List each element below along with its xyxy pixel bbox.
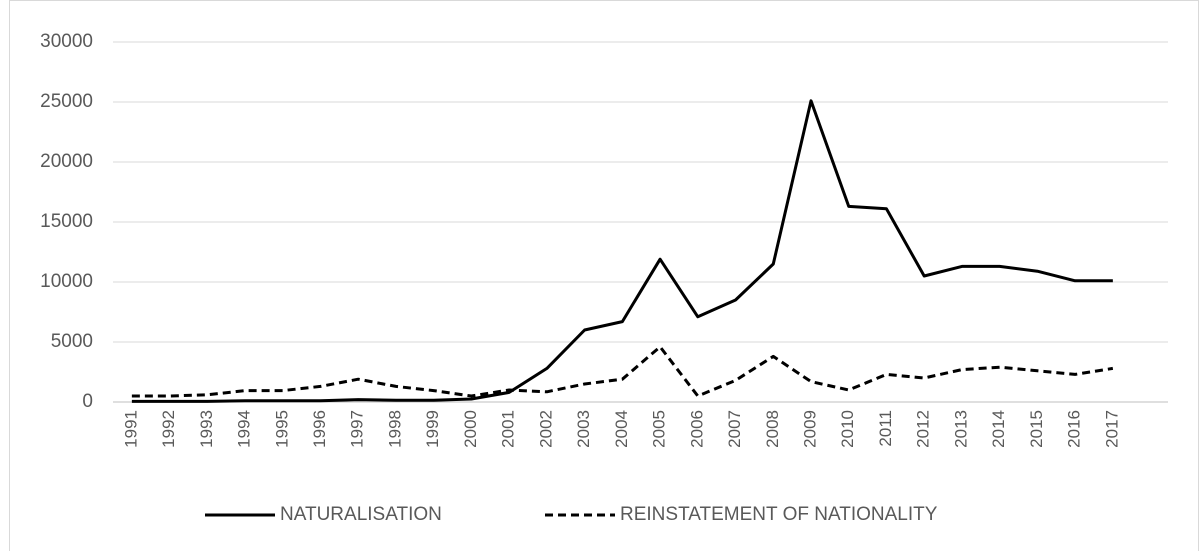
x-tick-label: 2004 bbox=[612, 410, 631, 448]
x-tick-label: 2005 bbox=[650, 410, 669, 448]
legend-label: NATURALISATION bbox=[280, 504, 442, 525]
x-tick-label: 1992 bbox=[159, 410, 178, 448]
chart-border bbox=[9, 0, 1199, 551]
x-tick-label: 2014 bbox=[989, 410, 1008, 448]
legend-label: REINSTATEMENT OF NATIONALITY bbox=[620, 504, 938, 525]
x-tick-label: 2009 bbox=[800, 410, 819, 448]
x-tick-label: 1997 bbox=[348, 410, 367, 448]
y-tick-label: 15000 bbox=[40, 211, 93, 232]
x-tick-label: 2017 bbox=[1102, 410, 1121, 448]
x-tick-label: 1991 bbox=[121, 410, 140, 448]
x-tick-label: 2007 bbox=[725, 410, 744, 448]
x-tick-label: 2016 bbox=[1065, 410, 1084, 448]
x-tick-label: 1993 bbox=[197, 410, 216, 448]
y-tick-label: 30000 bbox=[40, 31, 93, 52]
series-line bbox=[131, 99, 1113, 403]
x-tick-label: 2013 bbox=[951, 410, 970, 448]
x-tick-label: 1996 bbox=[310, 410, 329, 448]
x-tick-label: 1998 bbox=[385, 410, 404, 448]
x-tick-label: 1994 bbox=[235, 410, 254, 448]
x-tick-label: 2000 bbox=[461, 410, 480, 448]
x-tick-label: 1995 bbox=[272, 410, 291, 448]
series-line bbox=[131, 345, 1114, 398]
y-tick-label: 25000 bbox=[40, 91, 93, 112]
x-tick-label: 2002 bbox=[536, 410, 555, 448]
y-tick-label: 5000 bbox=[51, 331, 93, 352]
x-tick-label: 2010 bbox=[838, 410, 857, 448]
x-tick-label: 1999 bbox=[423, 410, 442, 448]
x-tick-label: 2012 bbox=[914, 410, 933, 448]
x-tick-label: 2003 bbox=[574, 410, 593, 448]
y-tick-label: 0 bbox=[82, 391, 93, 412]
x-tick-label: 2001 bbox=[499, 410, 518, 448]
x-tick-label: 2015 bbox=[1027, 410, 1046, 448]
x-tick-label: 2011 bbox=[876, 410, 895, 447]
y-tick-label: 20000 bbox=[40, 151, 93, 172]
y-tick-label: 10000 bbox=[40, 271, 93, 292]
x-tick-label: 2006 bbox=[687, 410, 706, 448]
x-tick-label: 2008 bbox=[763, 410, 782, 448]
